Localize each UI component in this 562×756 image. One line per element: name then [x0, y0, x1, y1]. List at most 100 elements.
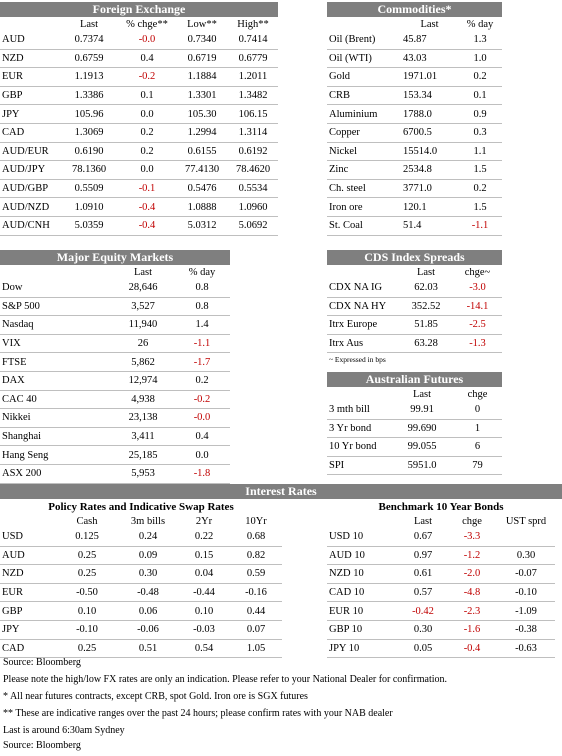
cds-note: ~ Expressed in bps	[329, 355, 386, 365]
policy-cell: 0.15	[178, 546, 230, 566]
commodities-cell: -1.1	[458, 216, 502, 236]
cds-title: CDS Index Spreads	[327, 250, 502, 265]
commodities-cell: 51.4	[401, 216, 458, 236]
commodities-row-label: Copper	[327, 123, 401, 143]
commodities-row-label: Oil (WTI)	[327, 49, 401, 69]
fx-col-header: Last	[79, 18, 99, 30]
commodities-cell: 1.5	[458, 160, 502, 180]
futures-col-header	[327, 387, 391, 401]
commodities-cell: 43.03	[401, 49, 458, 69]
equity-cell: 11,940	[112, 315, 174, 335]
fx-row-label: AUD/JPY	[0, 160, 60, 180]
futures-table: Last chge 3 mth bill 99.91 0 3 Yr bond 99.690 1…	[327, 387, 502, 476]
footnote-source-1: Source: Bloomberg	[3, 657, 81, 668]
fx-cell: 0.5534	[228, 179, 278, 199]
fx-cell: 0.6155	[176, 142, 228, 162]
bonds-cell: 0.97	[399, 546, 447, 566]
equity-title: Major Equity Markets	[0, 250, 230, 265]
bonds-table: Last chge UST sprd USD 10 0.67 -3.3 AUD 10 0.97…	[327, 514, 555, 659]
policy-table: Cash 3m bills 2Yr 10Yr USD 0.125 0.24 0.22 0.68 A…	[0, 514, 282, 659]
fx-row-label: JPY	[0, 104, 60, 124]
equity-cell: 23,138	[112, 408, 174, 428]
fx-row-label: AUD/GBP	[0, 179, 60, 199]
commodities-col-header	[327, 17, 401, 31]
policy-row: CAD 0.25 0.51 0.54 1.05	[0, 639, 282, 659]
futures-row: 3 Yr bond 99.690 1	[327, 419, 502, 439]
bonds-col-header: UST sprd	[505, 515, 547, 527]
fx-row-label: EUR	[0, 67, 60, 87]
fx-title: Foreign Exchange	[0, 2, 278, 17]
equity-table: Last% day Dow 28,646 0.8 S&P 500 3,527 0.8 Nasd…	[0, 265, 230, 484]
equity-row-label: Nikkei	[0, 408, 112, 428]
commodities-row-label: Zinc	[327, 160, 401, 180]
fx-cell: 0.1	[118, 86, 176, 106]
fx-cell: 5.0359	[60, 216, 118, 236]
commodities-cell: 1.5	[458, 197, 502, 217]
commodities-row-label: Iron ore	[327, 197, 401, 217]
commodities-cell: 0.1	[458, 86, 502, 106]
commodities-cell: 1971.01	[401, 67, 458, 87]
fx-row: JPY 105.96 0.0 105.30 106.15	[0, 104, 278, 124]
policy-cell: 0.25	[56, 546, 118, 566]
policy-col-header: 10Yr	[245, 515, 267, 527]
commodities-cell: 1.3	[458, 31, 502, 50]
cds-row: CDX NA IG 62.03 -3.0	[327, 279, 502, 298]
bonds-cell	[497, 528, 555, 547]
fx-cell: 1.3114	[228, 123, 278, 143]
policy-cell: 0.04	[178, 564, 230, 584]
bonds-cell: -1.2	[447, 546, 497, 566]
footnote-source-2: Source: Bloomberg	[3, 740, 81, 751]
equity-row: S&P 500 3,527 0.8	[0, 297, 230, 317]
futures-col-header: chge	[467, 388, 488, 400]
commodities-row: Iron ore 120.1 1.5	[327, 197, 502, 217]
futures-cell: 99.690	[391, 419, 453, 439]
commodities-row: Aluminium 1788.0 0.9	[327, 104, 502, 124]
equity-row: CAC 40 4,938 -0.2	[0, 390, 230, 410]
fx-panel: Foreign Exchange Last % chge** Low** High**…	[0, 2, 278, 236]
cds-cell: -14.1	[453, 297, 502, 317]
fx-cell: 0.0	[118, 160, 176, 180]
policy-cell: 0.07	[230, 620, 282, 640]
policy-cell: 0.30	[118, 564, 178, 584]
policy-row-label: JPY	[0, 620, 56, 640]
cds-row: Itrx Europe 51.85 -2.5	[327, 315, 502, 335]
futures-col-header: Last	[412, 388, 432, 400]
policy-col-header: Cash	[76, 515, 98, 527]
bonds-col-header: chge	[462, 515, 482, 527]
bonds-col-header: Last	[413, 515, 433, 527]
policy-column-headers: Cash 3m bills 2Yr 10Yr	[0, 514, 282, 528]
policy-row-label: EUR	[0, 583, 56, 603]
bonds-cell: 0.05	[399, 639, 447, 659]
fx-cell: 5.0312	[176, 216, 228, 236]
fx-cell: 0.7340	[176, 31, 228, 50]
commodities-panel: Commodities* Last% day Oil (Brent) 45.87 1.…	[327, 2, 502, 236]
commodities-row: Zinc 2534.8 1.5	[327, 160, 502, 180]
bonds-cell: -0.10	[497, 583, 555, 603]
equity-cell: 0.0	[174, 445, 230, 465]
fx-cell: 1.3482	[228, 86, 278, 106]
bonds-row: EUR 10 -0.42 -2.3 -1.09	[327, 601, 555, 621]
policy-cell: -0.16	[230, 583, 282, 603]
fx-cell: 0.7414	[228, 31, 278, 50]
policy-cell: -0.44	[178, 583, 230, 603]
fx-row-label: AUD/EUR	[0, 142, 60, 162]
fx-row-label: NZD	[0, 49, 60, 69]
futures-row: 10 Yr bond 99.055 6	[327, 437, 502, 457]
policy-cell: 0.51	[118, 639, 178, 659]
futures-panel: Australian Futures Last chge 3 mth bill 99.…	[327, 372, 502, 476]
policy-cell: -0.50	[56, 583, 118, 603]
commodities-cell: 1.0	[458, 49, 502, 69]
bonds-panel: Benchmark 10 Year Bonds Last chge UST sprd…	[327, 500, 555, 659]
commodities-cell: 120.1	[401, 197, 458, 217]
fx-cell: 0.6190	[60, 142, 118, 162]
policy-cell: 0.82	[230, 546, 282, 566]
equity-cell: 26	[112, 334, 174, 354]
fx-cell: -0.4	[118, 216, 176, 236]
equity-row: Nasdaq 11,940 1.4	[0, 315, 230, 335]
commodities-cell: 0.9	[458, 104, 502, 124]
equity-row: DAX 12,974 0.2	[0, 371, 230, 391]
equity-cell: -1.7	[174, 352, 230, 372]
equity-row: ASX 200 5,953 -1.8	[0, 464, 230, 484]
cds-cell: 51.85	[399, 315, 453, 335]
fx-row: AUD/CNH 5.0359 -0.4 5.0312 5.0692	[0, 216, 278, 236]
